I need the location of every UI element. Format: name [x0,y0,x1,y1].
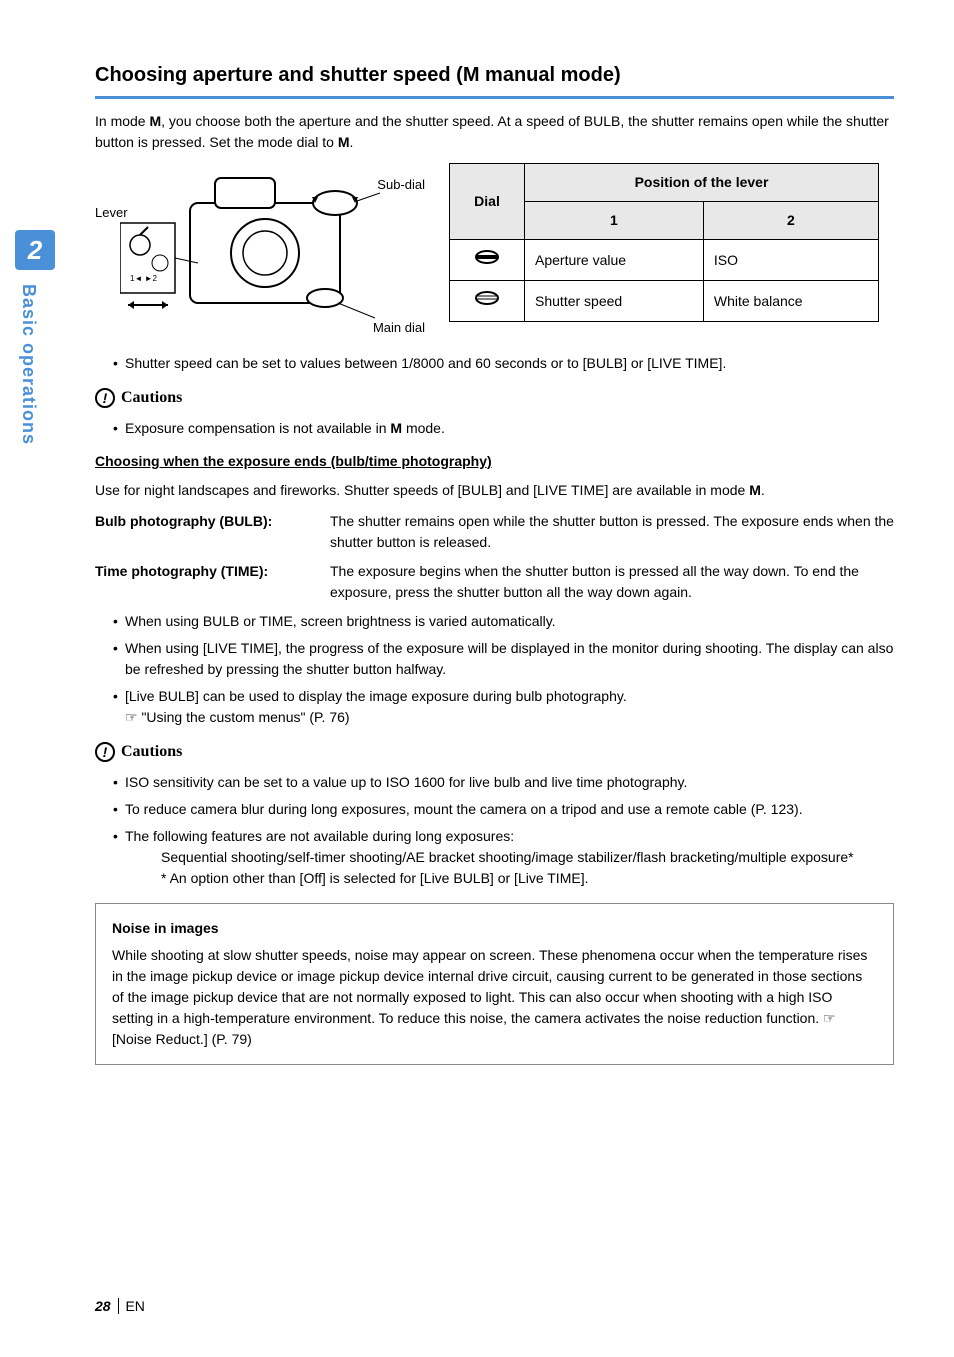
intro-paragraph: In mode M, you choose both the aperture … [95,111,894,153]
page-title: Choosing aperture and shutter speed (M m… [95,60,894,99]
caution-icon: ! [95,742,115,762]
maindial-label: Main dial [373,318,425,338]
cautions-label: Cautions [121,386,182,410]
noise-title: Noise in images [112,918,877,939]
caution2-c-text: The following features are not available… [125,828,514,844]
caution-icon: ! [95,388,115,408]
row1-icon [450,240,525,281]
th-col1: 1 [525,202,704,240]
page-lang: EN [118,1298,144,1314]
sub-intro: Use for night landscapes and fireworks. … [95,480,894,501]
list2-c-text: [Live BULB] can be used to display the i… [125,688,627,704]
caution2-a: ISO sensitivity can be set to a value up… [113,772,894,793]
row2-icon [450,281,525,322]
row1-c1: Aperture value [525,240,704,281]
cautions-heading-2: ! Cautions [95,740,894,764]
camera-diagram: 1◄ ►2 Lever Sub-dial Main dial [95,163,425,343]
def-bulb: Bulb photography (BULB): The shutter rem… [95,511,894,553]
caution2-c: The following features are not available… [113,826,894,889]
side-tab: 2 Basic operations [15,230,55,445]
bulb-def: The shutter remains open while the shutt… [330,511,894,553]
time-def: The exposure begins when the shutter but… [330,561,894,603]
page-number: 28 [95,1298,111,1314]
caution-exposure-comp: Exposure compensation is not available i… [113,418,894,439]
list2-c-ref: ☞ "Using the custom menus" (P. 76) [125,709,350,725]
page-footer: 28 EN [95,1296,145,1317]
noise-body: While shooting at slow shutter speeds, n… [112,945,877,1050]
cautions-label: Cautions [121,740,182,764]
caution2-c-sub2: * An option other than [Off] is selected… [161,868,894,889]
time-term: Time photography (TIME): [95,561,330,603]
row2-c2: White balance [703,281,878,322]
def-time: Time photography (TIME): The exposure be… [95,561,894,603]
list2-a: When using BULB or TIME, screen brightne… [113,611,894,632]
list2-b: When using [LIVE TIME], the progress of … [113,638,894,680]
caution2-b: To reduce camera blur during long exposu… [113,799,894,820]
sub-dial-icon [474,248,500,266]
main-dial-icon [474,289,500,307]
th-dial: Dial [450,164,525,240]
dial-table: Dial Position of the lever 1 2 Aperture … [449,163,879,322]
list2-c: [Live BULB] can be used to display the i… [113,686,894,728]
row1-c2: ISO [703,240,878,281]
chapter-number: 2 [15,230,55,270]
noise-box: Noise in images While shooting at slow s… [95,903,894,1065]
camera-illustration: 1◄ ►2 [120,163,400,333]
caution2-c-sub1: Sequential shooting/self-timer shooting/… [161,847,894,868]
sub-heading: Choosing when the exposure ends (bulb/ti… [95,451,894,472]
cautions-heading-1: ! Cautions [95,386,894,410]
th-pos: Position of the lever [525,164,879,202]
lever-label: Lever [95,203,128,223]
subdial-label: Sub-dial [377,175,425,195]
note-shutter-range: Shutter speed can be set to values betwe… [113,353,894,374]
chapter-label: Basic operations [15,280,42,445]
row2-c1: Shutter speed [525,281,704,322]
svg-text:1◄ ►2: 1◄ ►2 [130,274,158,283]
th-col2: 2 [703,202,878,240]
bulb-term: Bulb photography (BULB): [95,511,330,553]
